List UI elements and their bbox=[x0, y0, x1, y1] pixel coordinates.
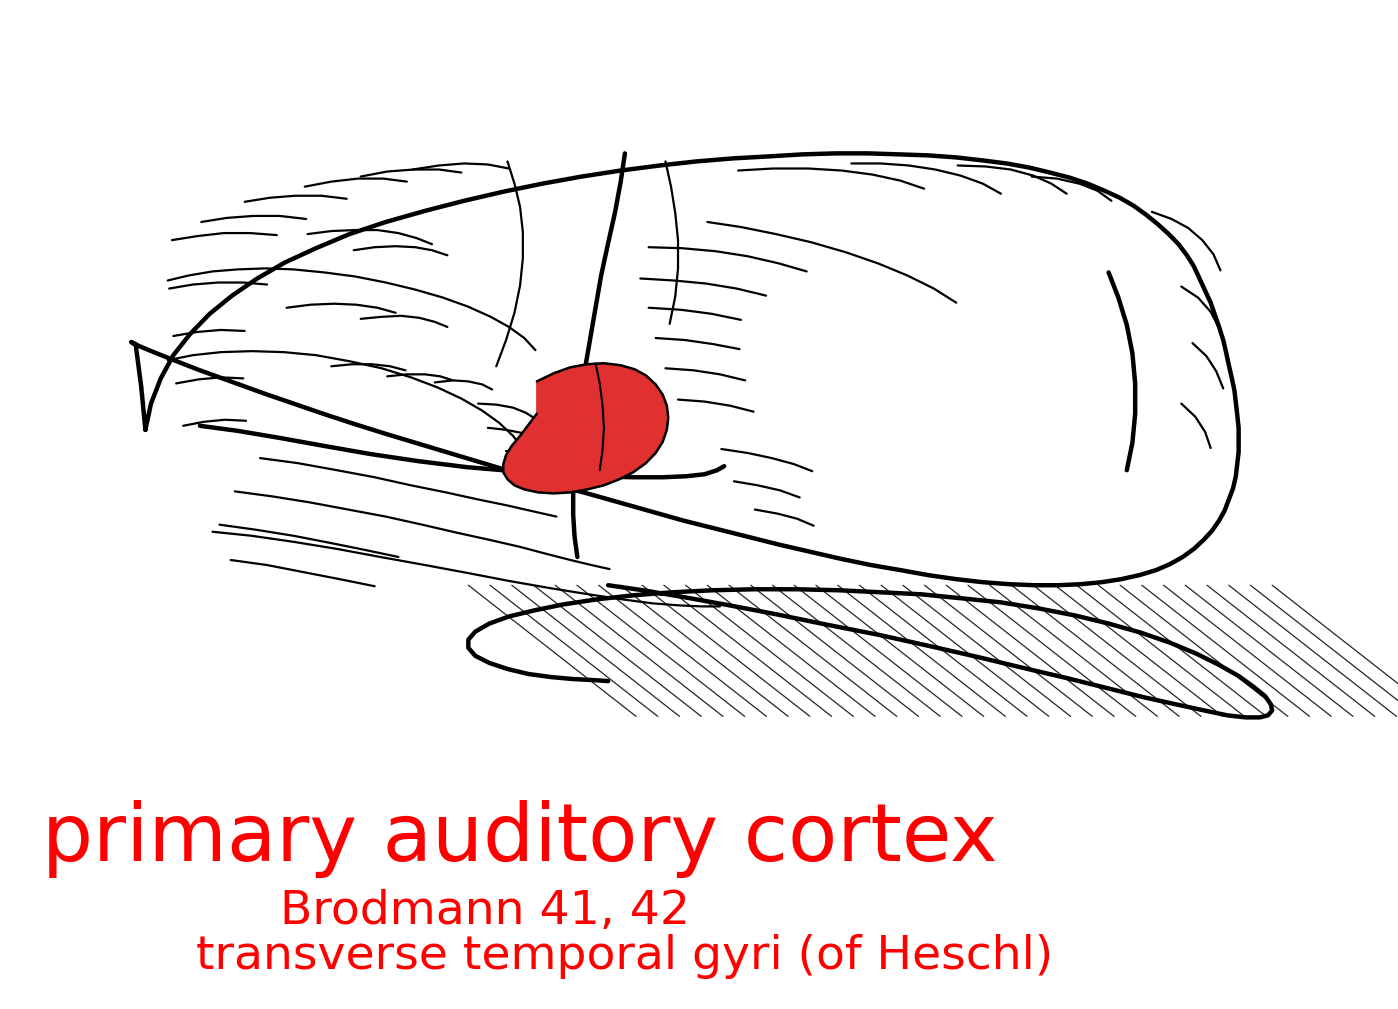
Polygon shape bbox=[131, 153, 1239, 585]
Text: transverse temporal gyri (of Heschl): transverse temporal gyri (of Heschl) bbox=[196, 933, 1053, 979]
Text: Brodmann 41, 42: Brodmann 41, 42 bbox=[280, 889, 689, 934]
Polygon shape bbox=[468, 585, 1272, 717]
Polygon shape bbox=[503, 363, 668, 493]
Text: primary auditory cortex: primary auditory cortex bbox=[42, 800, 998, 878]
